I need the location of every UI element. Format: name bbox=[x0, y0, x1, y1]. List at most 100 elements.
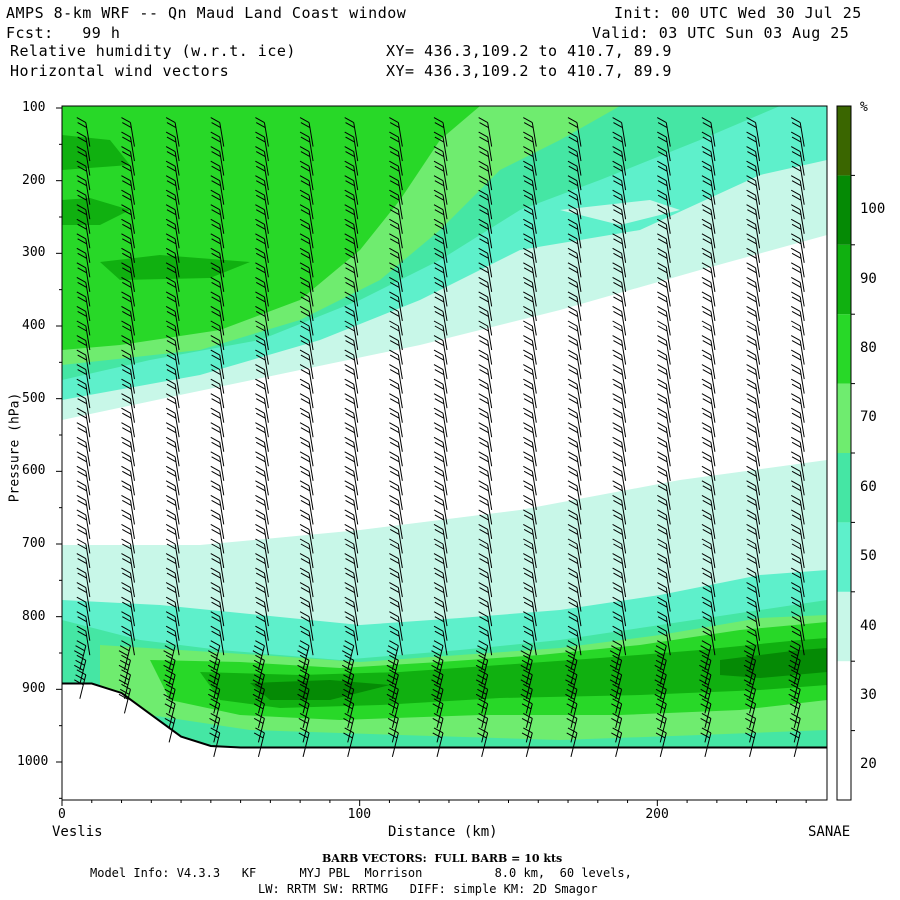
wind-barb bbox=[657, 320, 671, 351]
rh-band-80 bbox=[62, 135, 250, 280]
wind-barb bbox=[700, 698, 712, 728]
wind-barb bbox=[208, 683, 221, 714]
wind-barb bbox=[746, 480, 761, 510]
wind-barb bbox=[567, 335, 582, 365]
wind-barb bbox=[478, 596, 493, 627]
wind-barb bbox=[745, 698, 757, 728]
wind-barb bbox=[165, 117, 180, 147]
wind-barb bbox=[433, 160, 448, 191]
wind-barb bbox=[76, 451, 91, 481]
wind-barb bbox=[746, 625, 761, 656]
wind-barb bbox=[344, 524, 359, 554]
wind-barb bbox=[165, 364, 180, 394]
wind-barb bbox=[478, 451, 493, 481]
wind-barb bbox=[790, 146, 805, 176]
wind-barb bbox=[701, 262, 716, 292]
wind-barb bbox=[523, 465, 537, 496]
wind-barb bbox=[76, 175, 91, 205]
wind-barb bbox=[478, 175, 493, 205]
wind-barb bbox=[389, 335, 403, 365]
wind-barb bbox=[389, 378, 403, 409]
wind-barb bbox=[567, 596, 582, 627]
wind-barb bbox=[567, 276, 582, 307]
wind-barb bbox=[478, 480, 493, 510]
wind-barb bbox=[746, 160, 761, 191]
wind-barb bbox=[121, 625, 135, 656]
wind-barb bbox=[611, 727, 623, 758]
wind-barb bbox=[210, 494, 225, 525]
wind-barb bbox=[299, 131, 314, 162]
wind-barb bbox=[701, 393, 716, 423]
wind-barb bbox=[523, 160, 537, 191]
wind-barb bbox=[164, 712, 176, 743]
wind-barb bbox=[299, 349, 314, 380]
wind-barb bbox=[76, 218, 91, 249]
colorbar-label: 50 bbox=[860, 548, 877, 565]
wind-barb bbox=[701, 291, 716, 322]
wind-barb bbox=[121, 524, 135, 554]
wind-barb bbox=[523, 175, 537, 205]
wind-barb bbox=[612, 276, 627, 307]
wind-barb bbox=[344, 611, 359, 641]
wind-barb bbox=[790, 349, 805, 380]
wind-barb bbox=[657, 625, 671, 656]
wind-barb bbox=[433, 349, 448, 380]
wind-barb bbox=[344, 131, 359, 162]
wind-barb bbox=[121, 306, 135, 336]
wind-barb bbox=[386, 669, 399, 699]
wind-barb bbox=[433, 553, 448, 583]
rh-band-70 bbox=[62, 106, 480, 350]
terrain-surface-line bbox=[62, 682, 827, 749]
wind-barb bbox=[344, 233, 359, 263]
wind-barb bbox=[76, 117, 91, 147]
wind-barb bbox=[76, 146, 91, 176]
wind-barb bbox=[255, 538, 269, 569]
wind-barb bbox=[165, 422, 180, 452]
wind-barb bbox=[567, 247, 582, 278]
wind-barb bbox=[789, 698, 801, 728]
wind-barb bbox=[790, 494, 805, 525]
wind-barb bbox=[164, 698, 176, 728]
y-axis-title: Pressure (hPa) bbox=[7, 392, 23, 503]
wind-barb bbox=[210, 596, 225, 627]
wind-barb bbox=[523, 233, 537, 263]
wind-barb bbox=[299, 407, 314, 438]
wind-barb bbox=[657, 422, 671, 452]
wind-barb bbox=[746, 422, 761, 452]
wind-barb bbox=[253, 712, 265, 743]
wind-barb bbox=[165, 378, 180, 409]
wind-barb bbox=[746, 189, 761, 220]
wind-barb bbox=[746, 611, 761, 641]
wind-barb bbox=[790, 596, 805, 627]
wind-barb bbox=[210, 364, 225, 394]
wind-barb bbox=[433, 509, 448, 540]
wind-barb bbox=[567, 364, 582, 394]
wind-barb bbox=[344, 436, 359, 467]
wind-barb bbox=[165, 175, 180, 205]
wind-barb bbox=[76, 567, 91, 598]
wind-barb bbox=[743, 683, 757, 714]
wind-barb bbox=[790, 218, 805, 249]
wind-barb bbox=[121, 480, 135, 510]
wind-barb bbox=[475, 640, 489, 670]
wind-barb bbox=[657, 218, 671, 249]
y-tick-label: 900 bbox=[22, 681, 46, 697]
wind-barb bbox=[299, 247, 314, 278]
wind-barb bbox=[389, 611, 403, 641]
wind-barb bbox=[344, 160, 359, 191]
wind-barb bbox=[387, 727, 399, 758]
wind-barb bbox=[612, 117, 627, 147]
wind-barb bbox=[657, 436, 671, 467]
wind-barb bbox=[255, 407, 269, 438]
wind-barb bbox=[76, 436, 91, 467]
wind-barb bbox=[299, 451, 314, 481]
wind-barb bbox=[165, 262, 180, 292]
wind-barb bbox=[523, 436, 537, 467]
wind-barb bbox=[210, 509, 225, 540]
wind-barb bbox=[389, 262, 403, 292]
wind-barb bbox=[165, 494, 180, 525]
rh-band-30-upper-right bbox=[560, 200, 680, 225]
wind-barb bbox=[657, 262, 671, 292]
wind-barb bbox=[700, 712, 712, 743]
wind-barb bbox=[523, 582, 537, 612]
